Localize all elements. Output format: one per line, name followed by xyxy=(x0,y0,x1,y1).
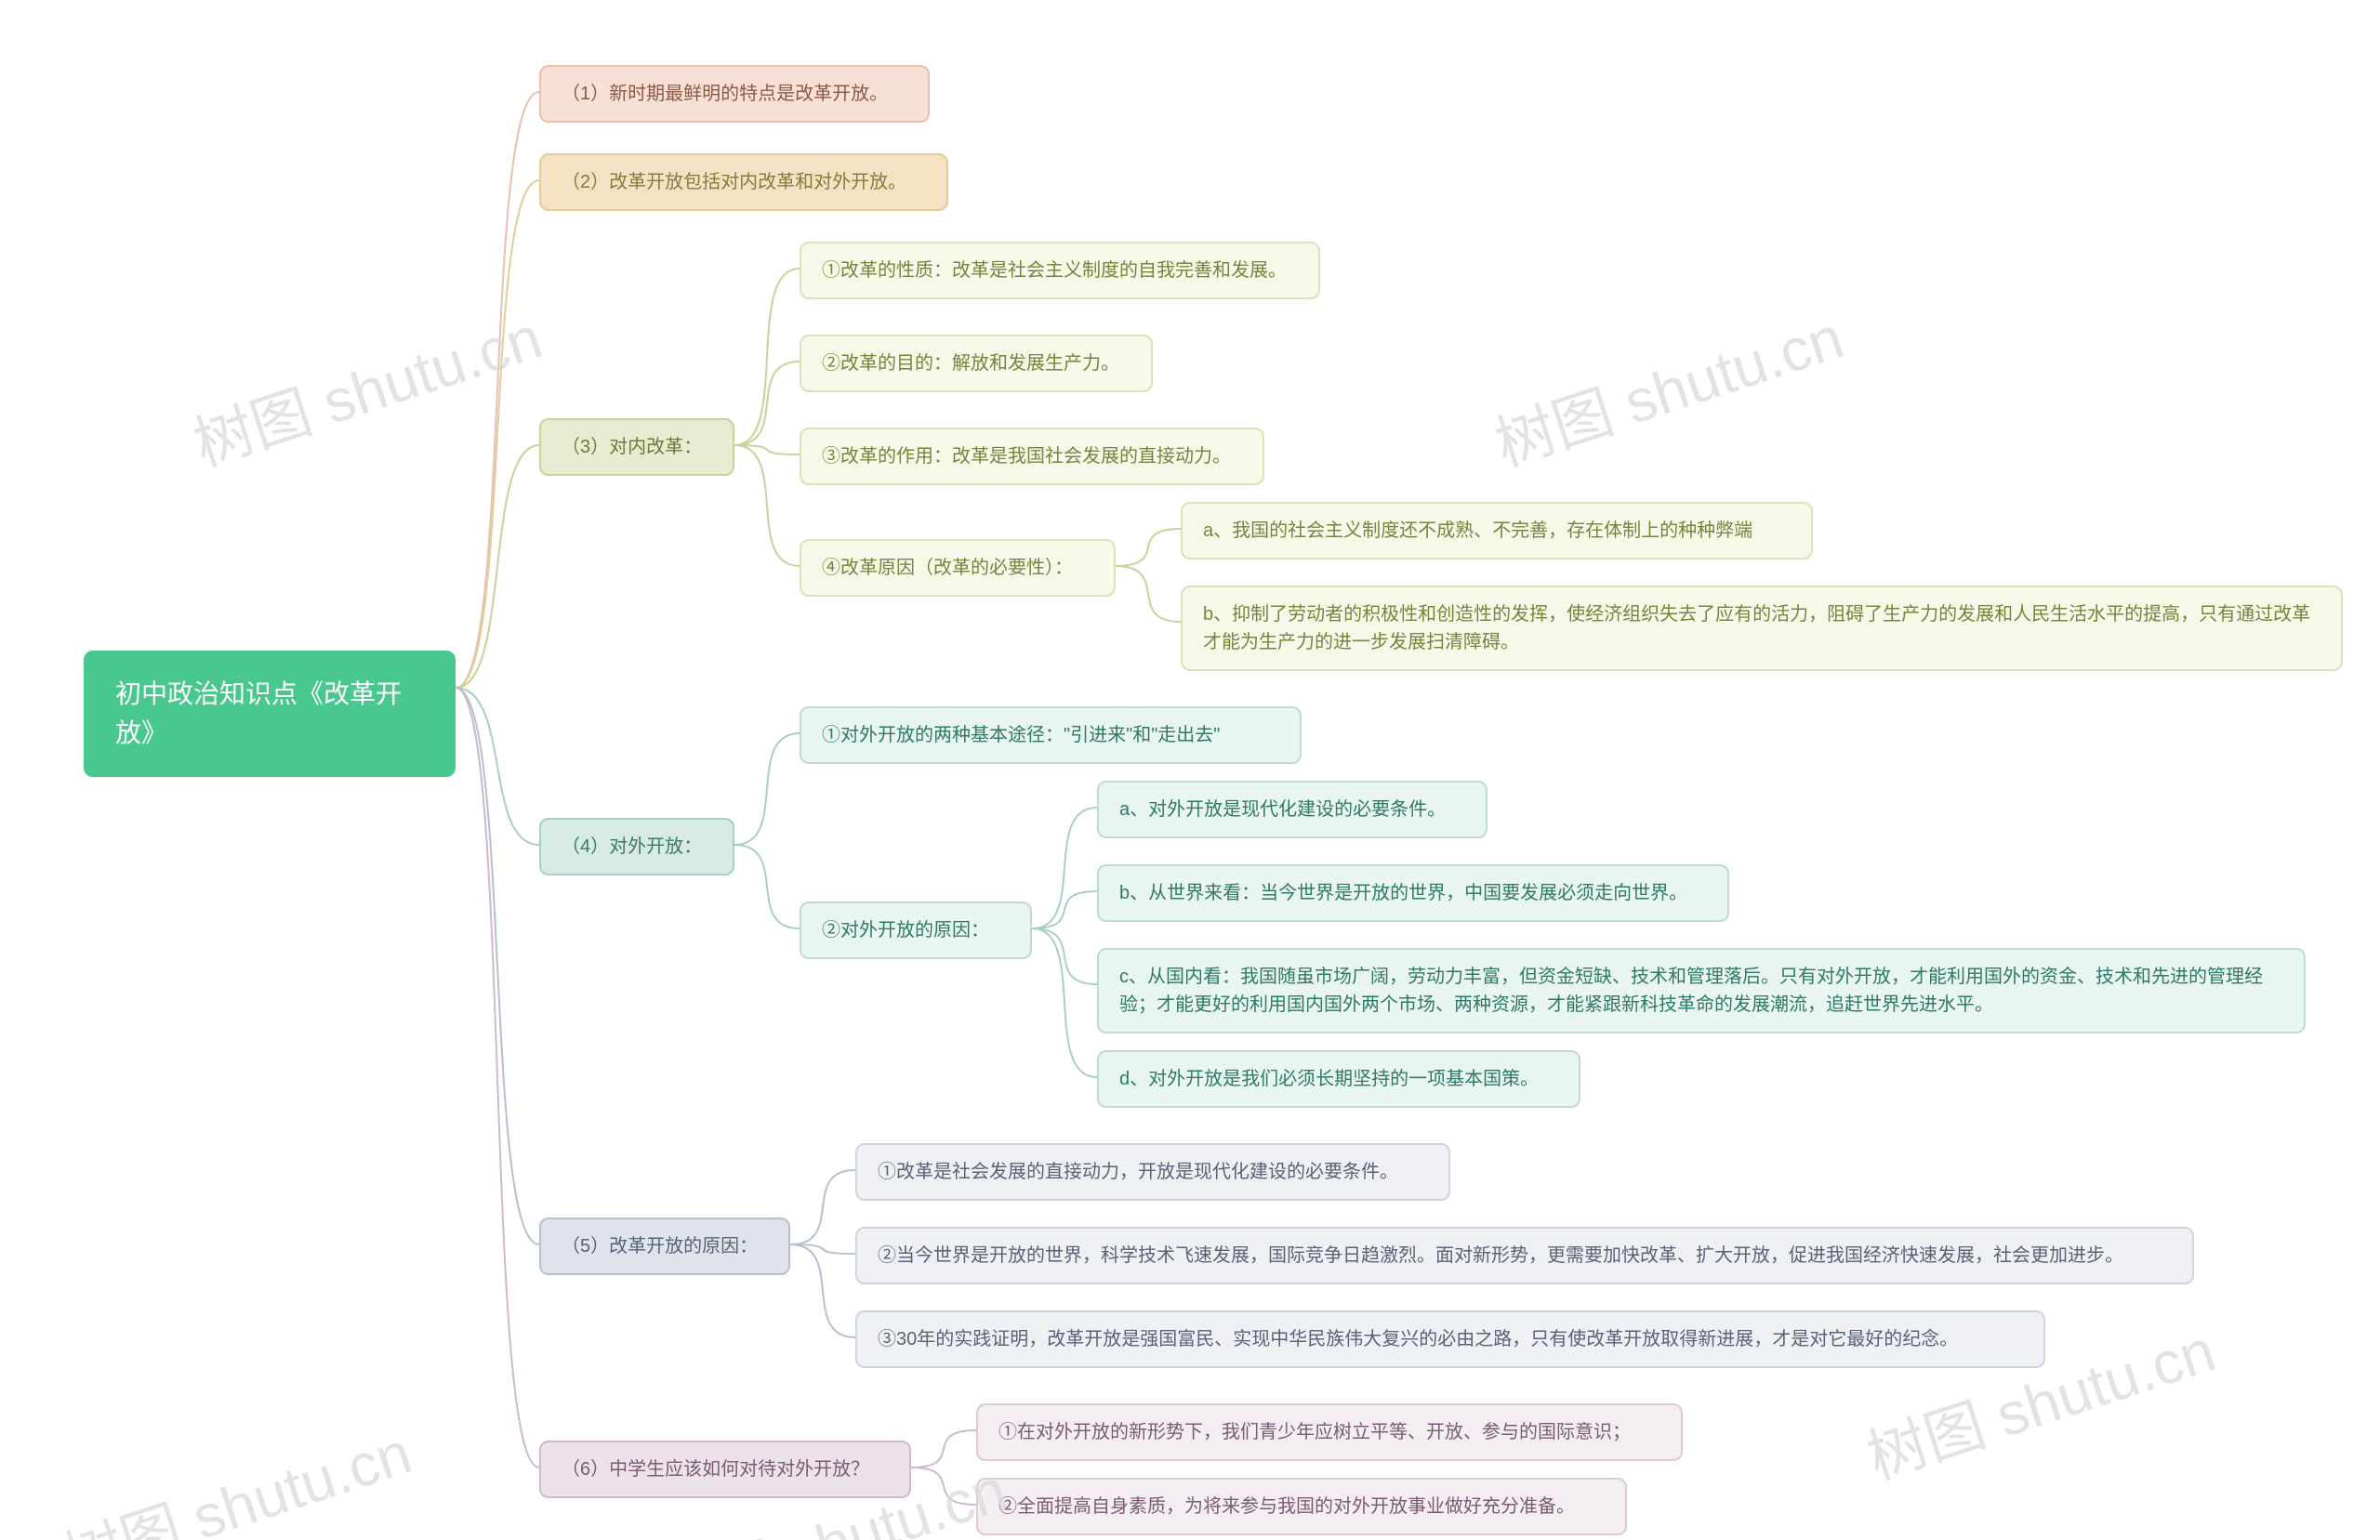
mindmap-node[interactable]: b、抑制了劳动者的积极性和创造性的发挥，使经济组织失去了应有的活力，阻碍了生产力… xyxy=(1181,586,2343,671)
mindmap-node[interactable]: ③改革的作用：改革是我国社会发展的直接动力。 xyxy=(800,428,1264,485)
mindmap-node[interactable]: ②全面提高自身素质，为将来参与我国的对外开放事业做好充分准备。 xyxy=(976,1478,1627,1535)
mindmap-node[interactable]: （2）改革开放包括对内改革和对外开放。 xyxy=(539,153,948,211)
mindmap-node[interactable]: ①改革是社会发展的直接动力，开放是现代化建设的必要条件。 xyxy=(855,1143,1450,1201)
mindmap-node[interactable]: a、我国的社会主义制度还不成熟、不完善，存在体制上的种种弊端 xyxy=(1181,502,1813,559)
mindmap-node[interactable]: （3）对内改革： xyxy=(539,418,734,476)
mindmap-node[interactable]: ①在对外开放的新形势下，我们青少年应树立平等、开放、参与的国际意识； xyxy=(976,1403,1683,1461)
mindmap-node[interactable]: b、从世界来看：当今世界是开放的世界，中国要发展必须走向世界。 xyxy=(1097,864,1729,922)
watermark: 树图 shutu.cn xyxy=(1483,290,1852,482)
mindmap-node[interactable]: ①对外开放的两种基本途径："引进来"和"走出去" xyxy=(800,706,1302,764)
mindmap-node[interactable]: c、从国内看：我国随虽市场广阔，劳动力丰富，但资金短缺、技术和管理落后。只有对外… xyxy=(1097,948,2306,1033)
mindmap-node[interactable]: d、对外开放是我们必须长期坚持的一项基本国策。 xyxy=(1097,1050,1580,1108)
mindmap-node[interactable]: ①改革的性质：改革是社会主义制度的自我完善和发展。 xyxy=(800,242,1320,299)
mindmap-node[interactable]: 初中政治知识点《改革开放》 xyxy=(84,651,456,777)
mindmap-node[interactable]: ④改革原因（改革的必要性）： xyxy=(800,539,1116,597)
mindmap-node[interactable]: （5）改革开放的原因： xyxy=(539,1218,790,1275)
mindmap-node[interactable]: （4）对外开放： xyxy=(539,818,734,875)
mindmap-node[interactable]: ②当今世界是开放的世界，科学技术飞速发展，国际竞争日趋激烈。面对新形势，更需要加… xyxy=(855,1227,2194,1284)
mindmap-node[interactable]: ②对外开放的原因： xyxy=(800,902,1032,959)
mindmap-node[interactable]: （1）新时期最鲜明的特点是改革开放。 xyxy=(539,65,930,123)
watermark: 树图 shutu.cn xyxy=(51,1405,420,1540)
mindmap-node[interactable]: a、对外开放是现代化建设的必要条件。 xyxy=(1097,781,1488,838)
mindmap-node[interactable]: ②改革的目的：解放和发展生产力。 xyxy=(800,335,1153,392)
mindmap-canvas: 初中政治知识点《改革开放》 （1）新时期最鲜明的特点是改革开放。 （2）改革开放包括… xyxy=(0,0,2380,1540)
watermark: 树图 shutu.cn xyxy=(181,290,550,482)
mindmap-node[interactable]: ③30年的实践证明，改革开放是强国富民、实现中华民族伟大复兴的必由之路，只有使改… xyxy=(855,1310,2045,1368)
mindmap-node[interactable]: （6）中学生应该如何对待对外开放？ xyxy=(539,1441,911,1498)
